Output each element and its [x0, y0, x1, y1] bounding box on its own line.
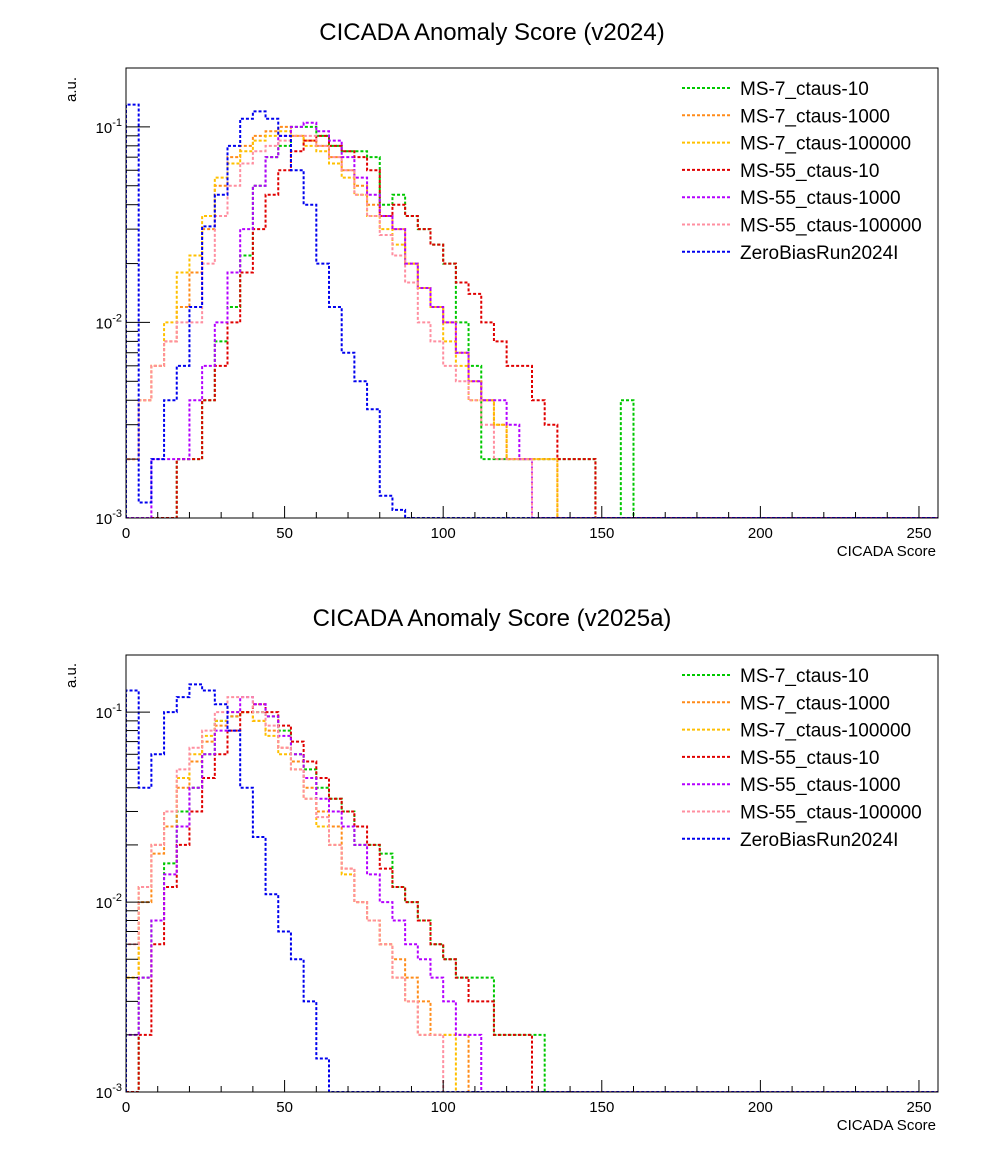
x-tick-label: 0: [122, 525, 130, 542]
y-tick-label: 10-3: [96, 508, 122, 528]
legend-entry: MS-55_ctaus-100000: [740, 216, 922, 237]
x-tick-label: 250: [906, 1099, 931, 1116]
y-tick-label: 10-1: [96, 117, 122, 137]
x-tick-label: 50: [276, 1099, 293, 1116]
y-tick-label: 10-3: [96, 1082, 122, 1102]
legend-entry: MS-55_ctaus-100000: [740, 803, 922, 824]
legend-entry: MS-55_ctaus-1000: [740, 188, 901, 209]
legend-entry: MS-55_ctaus-10: [740, 748, 879, 769]
legend-entry: MS-55_ctaus-10: [740, 161, 879, 182]
plot-frame: [125, 654, 939, 1093]
plot-area: [126, 683, 938, 1092]
x-tick-label: 250: [906, 525, 931, 542]
legend-entry: MS-7_ctaus-1000: [740, 693, 890, 714]
series-MS-55_ctaus-1000: [126, 121, 938, 518]
chart-panel-v2024: CICADA Anomaly Score (v2024) a.u. CICADA…: [63, 19, 939, 560]
series-MS-7_ctaus-100000: [126, 711, 938, 1092]
series-ZeroBiasRun2024I: [126, 683, 938, 1092]
legend: MS-7_ctaus-10 MS-7_ctaus-1000 MS-7_ctaus-1…: [682, 79, 922, 264]
legend-entry: ZeroBiasRun2024I: [740, 243, 898, 264]
x-tick-label: 100: [431, 1099, 456, 1116]
plot-area: [126, 103, 938, 518]
y-axis-label: a.u.: [63, 77, 80, 102]
x-tick-label: 200: [748, 525, 773, 542]
legend-entry: MS-7_ctaus-10: [740, 79, 869, 100]
x-tick-label: 200: [748, 1099, 773, 1116]
y-tick-label: 10-1: [96, 702, 122, 722]
legend-entry: MS-7_ctaus-100000: [740, 721, 911, 742]
series-ZeroBiasRun2024I: [126, 103, 938, 518]
series-MS-7_ctaus-10: [126, 711, 938, 1092]
x-tick-label: 50: [276, 525, 293, 542]
legend: MS-7_ctaus-10 MS-7_ctaus-1000 MS-7_ctaus-1…: [682, 666, 922, 851]
legend-entry: MS-7_ctaus-1000: [740, 106, 890, 127]
x-tick-label: 150: [589, 1099, 614, 1116]
x-axis-label: CICADA Score: [837, 543, 936, 560]
legend-entry: MS-55_ctaus-1000: [740, 775, 901, 796]
legend-entry: MS-7_ctaus-100000: [740, 134, 911, 155]
x-tick-label: 100: [431, 525, 456, 542]
x-tick-label: 150: [589, 525, 614, 542]
series-MS-55_ctaus-1000: [126, 696, 938, 1092]
legend-entry: MS-7_ctaus-10: [740, 666, 869, 687]
y-axis-label: a.u.: [63, 663, 80, 688]
axes: 0 50 100 150 200 250 10-3 10-2 10-1: [96, 67, 939, 542]
chart-title: CICADA Anomaly Score (v2025a): [313, 605, 672, 632]
chart-panel-v2025a: CICADA Anomaly Score (v2025a) a.u. CICAD…: [63, 605, 939, 1134]
series-MS-7_ctaus-1000: [126, 711, 938, 1092]
series-MS-55_ctaus-100000: [126, 696, 938, 1092]
legend-entry: ZeroBiasRun2024I: [740, 830, 898, 851]
chart-title: CICADA Anomaly Score (v2024): [319, 19, 664, 46]
axes: 0 50 100 150 200 250 10-3 10-2 10-1: [96, 654, 939, 1116]
series-MS-55_ctaus-10: [126, 134, 938, 518]
y-tick-label: 10-2: [96, 312, 122, 332]
x-tick-label: 0: [122, 1099, 130, 1116]
x-axis-label: CICADA Score: [837, 1117, 936, 1134]
plot-frame: [125, 67, 939, 519]
y-tick-label: 10-2: [96, 892, 122, 912]
